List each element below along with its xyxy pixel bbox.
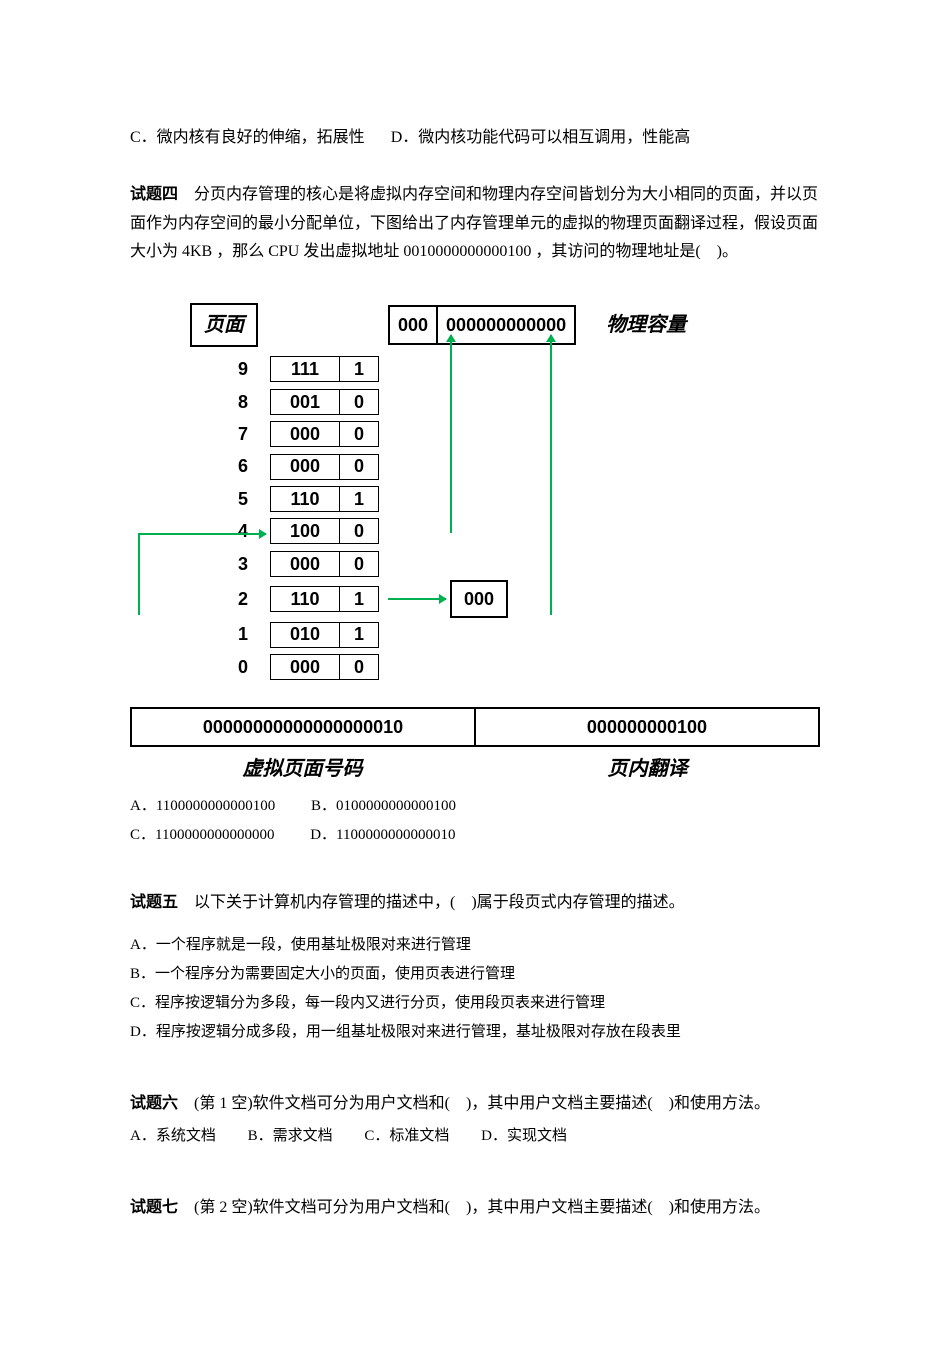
- vpn-value: 00000000000000000010: [132, 709, 476, 745]
- ppn-cell: 000: [270, 654, 340, 680]
- phys-label: 物理容量: [596, 305, 696, 345]
- virtual-address-labels: 虚拟页面号码 页内翻译: [130, 751, 820, 787]
- q6-block: 试题六 (第 1 空)软件文档可分为用户文档和( )，其中用户文档主要描述( )…: [130, 1090, 820, 1119]
- q4-options-cd: C．1100000000000000 D．1100000000000010: [130, 822, 820, 849]
- q3-options-cd: C．微内核有良好的伸缩，拓展性 D．微内核功能代码可以相互调用，性能高: [130, 124, 820, 153]
- q4-block: 试题四 分页内存管理的核心是将虚拟内存空间和物理内存空间皆划分为大小相同的页面，…: [130, 181, 820, 267]
- q6-body: (第 1 空)软件文档可分为用户文档和( )，其中用户文档主要描述( )和使用方…: [178, 1095, 770, 1112]
- q6-options: A．系统文档 B．需求文档 C．标准文档 D．实现文档: [130, 1123, 820, 1150]
- valid-cell: 0: [339, 551, 379, 577]
- hdr-ppn-cell: 000: [388, 305, 438, 345]
- page-table-row: 41000: [190, 515, 820, 547]
- q6-opt-b: B．需求文档: [248, 1128, 333, 1144]
- page-index: 2: [190, 583, 270, 615]
- page-table-row: 10101: [190, 618, 820, 650]
- q3-opt-d: D．微内核功能代码可以相互调用，性能高: [391, 129, 691, 146]
- ppn-cell: 000: [270, 551, 340, 577]
- q5-title: 试题五: [130, 894, 178, 911]
- page-index: 4: [190, 515, 270, 547]
- offset-value: 000000000100: [476, 709, 818, 745]
- page-index: 8: [190, 386, 270, 418]
- page-table-row: 60000: [190, 450, 820, 482]
- ppn-cell: 001: [270, 389, 340, 415]
- page-index: 6: [190, 450, 270, 482]
- q5-opt-c: C．程序按逻辑分为多段，每一段内又进行分页，使用段页表来进行管理: [130, 990, 820, 1017]
- q7-block: 试题七 (第 2 空)软件文档可分为用户文档和( )，其中用户文档主要描述( )…: [130, 1194, 820, 1223]
- q7-title: 试题七: [130, 1199, 178, 1216]
- q4-body: 分页内存管理的核心是将虚拟内存空间和物理内存空间皆划分为大小相同的页面，并以页面…: [130, 186, 818, 261]
- q6-opt-c: C．标准文档: [364, 1128, 449, 1144]
- valid-cell: 0: [339, 454, 379, 480]
- q7-body: (第 2 空)软件文档可分为用户文档和( )，其中用户文档主要描述( )和使用方…: [178, 1199, 770, 1216]
- page-index: 9: [190, 353, 270, 385]
- q6-title: 试题六: [130, 1095, 178, 1112]
- q5-opt-b: B．一个程序分为需要固定大小的页面，使用页表进行管理: [130, 961, 820, 988]
- ppn-cell: 110: [270, 486, 340, 512]
- q4-opt-b: B．0100000000000100: [311, 793, 456, 820]
- valid-cell: 0: [339, 421, 379, 447]
- q5-opt-d: D．程序按逻辑分成多段，用一组基址极限对来进行管理，基址极限对存放在段表里: [130, 1019, 820, 1046]
- page-table-row: 91111: [190, 353, 820, 385]
- page-table-row: 80010: [190, 386, 820, 418]
- page-label: 页面: [190, 303, 258, 347]
- page-table-row: 21101 000: [190, 580, 820, 618]
- q5-body: 以下关于计算机内存管理的描述中，( )属于段页式内存管理的描述。: [178, 894, 685, 911]
- valid-cell: 1: [339, 622, 379, 648]
- q6-opt-d: D．实现文档: [481, 1128, 567, 1144]
- ppn-cell: 110: [270, 586, 340, 612]
- page-table-row: 70000: [190, 418, 820, 450]
- valid-cell: 0: [339, 654, 379, 680]
- q3-opt-c: C．微内核有良好的伸缩，拓展性: [130, 129, 365, 146]
- page-index: 3: [190, 548, 270, 580]
- paging-diagram: 页面 000 000000000000 物理容量 911118001070000…: [130, 303, 820, 787]
- vpn-hline: [138, 533, 266, 535]
- valid-cell: 0: [339, 389, 379, 415]
- page-table-row: 51101: [190, 483, 820, 515]
- virtual-address-box: 00000000000000000010 000000000100: [130, 707, 820, 747]
- valid-cell: 1: [339, 486, 379, 512]
- vpn-label: 虚拟页面号码: [130, 751, 475, 787]
- offset-label: 页内翻译: [475, 751, 820, 787]
- ppn-cell: 111: [270, 356, 340, 382]
- ppn-cell: 100: [270, 518, 340, 544]
- vpn-select-line: [138, 533, 140, 615]
- arrow-right-icon: [388, 598, 446, 600]
- ppn-cell: 000: [270, 454, 340, 480]
- page-table-row: 00000: [190, 651, 820, 683]
- valid-cell: 0: [339, 518, 379, 544]
- valid-cell: 1: [339, 356, 379, 382]
- page-index: 5: [190, 483, 270, 515]
- q4-opt-c: C．1100000000000000: [130, 822, 274, 849]
- page-index: 7: [190, 418, 270, 450]
- page-index: 0: [190, 651, 270, 683]
- q4-opt-a: A．1100000000000100: [130, 793, 275, 820]
- page-table: 9111180010700006000051101410003000021101…: [130, 353, 820, 683]
- diagram-header: 页面 000 000000000000 物理容量: [190, 303, 820, 347]
- ppn-cell: 010: [270, 622, 340, 648]
- page-index: 1: [190, 618, 270, 650]
- q4-title: 试题四: [130, 186, 178, 203]
- q4-opt-d: D．1100000000000010: [310, 822, 455, 849]
- q5-opt-a: A．一个程序就是一段，使用基址极限对来进行管理: [130, 932, 820, 959]
- q5-block: 试题五 以下关于计算机内存管理的描述中，( )属于段页式内存管理的描述。: [130, 889, 820, 918]
- result-ppn-cell: 000: [450, 580, 508, 618]
- ppn-cell: 000: [270, 421, 340, 447]
- q4-options-ab: A．1100000000000100 B．0100000000000100: [130, 793, 820, 820]
- page-table-row: 30000: [190, 548, 820, 580]
- valid-cell: 1: [339, 586, 379, 612]
- q6-opt-a: A．系统文档: [130, 1128, 216, 1144]
- q5-options: A．一个程序就是一段，使用基址极限对来进行管理 B．一个程序分为需要固定大小的页…: [130, 932, 820, 1046]
